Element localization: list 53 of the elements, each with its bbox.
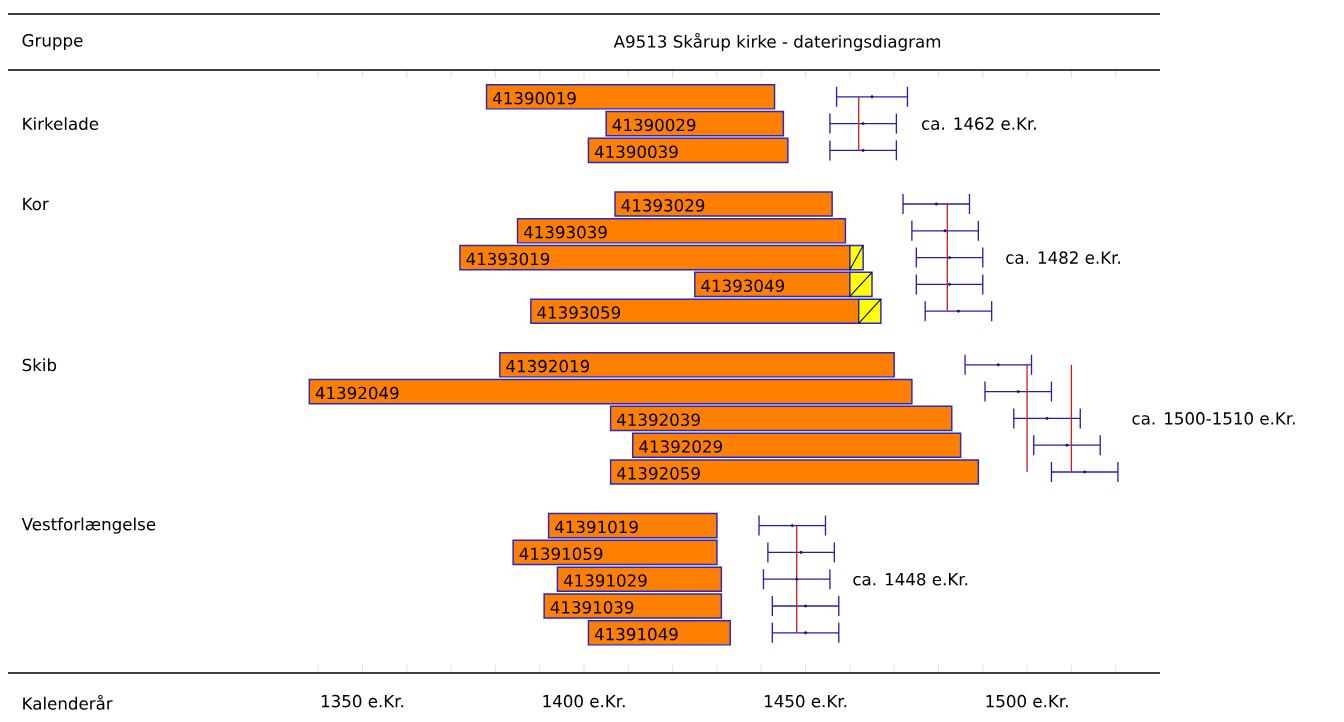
y-tick-label: 41391049 — [594, 627, 678, 641]
y-tick-label: 41390019 — [492, 91, 576, 105]
y-tick-label: 41392029 — [639, 440, 722, 453]
chart-title: A9513 Skårup kirke - dateringsdiagram — [613, 32, 941, 52]
y-tick-label: 41391029 — [563, 574, 647, 587]
point — [790, 524, 794, 528]
x-tick-label: 1400 e.Kr. — [543, 694, 625, 708]
point — [956, 309, 960, 313]
x-tick-label: 1450 e.Kr. — [764, 694, 847, 708]
point — [870, 95, 874, 99]
point — [804, 631, 808, 635]
annotation: ca. 1500-1510 e.Kr. — [1132, 412, 1295, 425]
annotation: ca. 1462 e.Kr. — [921, 117, 1036, 130]
annotation: Kirkelade — [23, 117, 99, 131]
bar — [587, 137, 789, 164]
y-tick-label: 41391059 — [519, 547, 603, 561]
annotation: Kor — [23, 197, 49, 211]
bar — [547, 512, 718, 539]
annotation: ca. 1448 e.Kr. — [853, 572, 968, 586]
point — [861, 122, 865, 126]
y-tick-label: 41392049 — [315, 386, 399, 400]
x-axis-title: Kalenderår — [23, 694, 113, 710]
annotation: ca. 1482 e.Kr. — [1006, 251, 1120, 264]
annotation: Skib — [22, 358, 57, 372]
point — [804, 604, 808, 608]
x-tick-label: 1350 e.Kr. — [321, 694, 404, 708]
y-axis-title: Gruppe — [22, 34, 83, 50]
y-tick-label: 41393049 — [701, 279, 785, 293]
annotation: Vestforlængelse — [21, 517, 156, 534]
y-tick-label: 41391039 — [550, 601, 634, 614]
point — [934, 202, 938, 206]
point — [1083, 470, 1087, 474]
y-tick-label: 41393019 — [466, 252, 550, 266]
y-tick-label: 41390029 — [612, 118, 696, 132]
y-tick-label: 41392039 — [617, 413, 700, 427]
point — [948, 256, 952, 260]
point — [861, 148, 865, 152]
point — [943, 229, 947, 233]
point — [1065, 443, 1069, 447]
y-tick-label: 41393059 — [537, 306, 621, 319]
point — [948, 282, 952, 286]
y-tick-label: 41392059 — [617, 467, 700, 480]
y-tick-label: 41391019 — [554, 520, 638, 534]
point — [1045, 416, 1049, 420]
x-tick-label: 1500 e.Kr. — [986, 694, 1068, 708]
point — [799, 550, 803, 554]
y-tick-label: 41393029 — [621, 199, 705, 212]
point — [996, 363, 1000, 367]
y-tick-label: 41393039 — [523, 225, 607, 239]
point — [1016, 390, 1020, 394]
y-tick-label: 41390039 — [594, 145, 678, 159]
point — [795, 577, 799, 581]
y-tick-label: 41392019 — [506, 359, 590, 373]
